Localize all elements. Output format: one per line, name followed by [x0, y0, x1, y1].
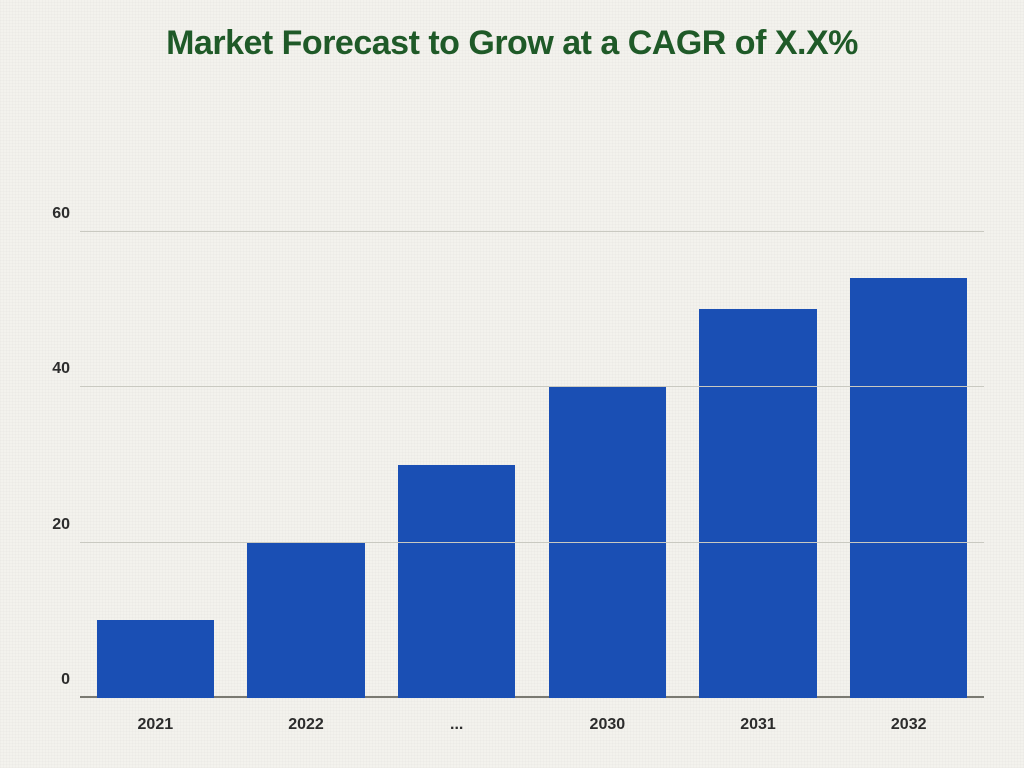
x-tick-label: 2022	[231, 716, 382, 734]
bar	[850, 278, 968, 698]
plot-area: 0204060	[80, 185, 984, 698]
x-tick-label: 2032	[833, 716, 984, 734]
bars-container	[80, 185, 984, 698]
chart-canvas: Market Forecast to Grow at a CAGR of X.X…	[0, 0, 1024, 768]
bar-slot	[683, 185, 834, 698]
y-tick-label: 0	[40, 671, 70, 689]
gridline	[80, 386, 984, 387]
bar-slot	[231, 185, 382, 698]
bar-slot	[833, 185, 984, 698]
bar-slot	[381, 185, 532, 698]
bar	[549, 387, 667, 698]
gridline	[80, 231, 984, 232]
bar	[97, 620, 215, 698]
y-tick-label: 20	[40, 516, 70, 534]
x-tick-label: ...	[381, 716, 532, 734]
bar-slot	[532, 185, 683, 698]
y-tick-label: 40	[40, 360, 70, 378]
x-tick-label: 2031	[683, 716, 834, 734]
bar	[247, 543, 365, 698]
bar	[699, 309, 817, 698]
bar	[398, 465, 516, 698]
x-tick-label: 2021	[80, 716, 231, 734]
x-tick-label: 2030	[532, 716, 683, 734]
chart-title: Market Forecast to Grow at a CAGR of X.X…	[0, 24, 1024, 63]
y-tick-label: 60	[40, 205, 70, 223]
gridline	[80, 542, 984, 543]
x-axis-labels: 20212022...203020312032	[80, 716, 984, 734]
bar-slot	[80, 185, 231, 698]
